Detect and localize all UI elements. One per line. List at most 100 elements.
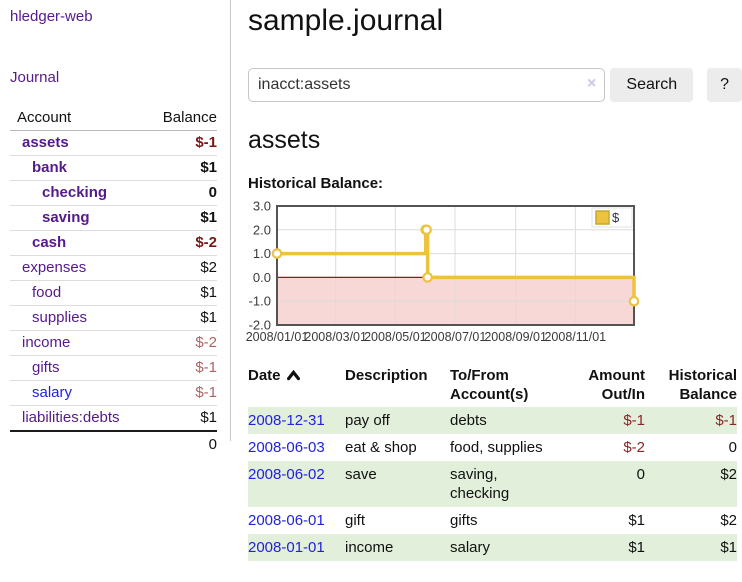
account-row: supplies $1 (10, 305, 217, 331)
transaction-date-link[interactable]: 2008-01-01 (248, 539, 325, 556)
column-header-amount: Amount Out/In (588, 367, 645, 403)
account-row: gifts $-1 (10, 355, 217, 381)
transaction-accounts: salary (450, 539, 491, 556)
y-tick-label: 2.0 (253, 222, 271, 237)
register-row: 2008-12-31 pay off debts $-1 $-1 (248, 407, 737, 434)
transaction-date-link[interactable]: 2008-06-02 (248, 466, 325, 483)
transaction-date-link[interactable]: 2008-12-31 (248, 412, 325, 429)
data-point-marker (628, 295, 640, 307)
x-tick-label: 2008/05/01 (364, 330, 427, 344)
historical-balance-chart: 3.0 2.0 1.0 0.0 -1.0 -2.0 2008/01/01 2008/03/01… (245, 199, 742, 347)
account-link[interactable]: income (22, 334, 71, 351)
account-link[interactable]: liabilities:debts (22, 409, 120, 426)
account-balance: $1 (148, 155, 217, 181)
transaction-description: eat & shop (345, 439, 417, 456)
y-tick-label: -2.0 (249, 318, 271, 333)
y-tick-label: 0.0 (253, 270, 271, 285)
y-tick-label: -1.0 (249, 294, 271, 309)
account-balance: $1 (148, 205, 217, 231)
account-heading: assets (248, 126, 321, 154)
account-balances-table: Account Balance assets $-1 bank $1 checking 0… (10, 106, 217, 457)
transaction-accounts: food, supplies (450, 439, 543, 456)
page-title: sample.journal (248, 4, 444, 37)
account-total-row: 0 (10, 430, 217, 457)
y-tick-label: 3.0 (253, 199, 271, 214)
main-content: sample.journal × Search ? assets Histori… (245, 0, 742, 561)
account-balance: $-2 (148, 230, 217, 256)
clear-search-icon[interactable]: × (587, 75, 597, 92)
account-column-header: Account (10, 106, 149, 131)
legend-swatch (595, 210, 610, 225)
transaction-description: gift (345, 512, 366, 529)
account-link[interactable]: salary (32, 384, 73, 401)
data-point-marker (421, 224, 432, 236)
column-header-accounts: To/From Account(s) (450, 367, 529, 403)
account-balance: $1 (148, 305, 217, 331)
account-link[interactable]: bank (32, 159, 68, 176)
account-row: saving $1 (10, 205, 217, 231)
account-balance: $1 (148, 280, 217, 306)
account-row: salary $-1 (10, 380, 217, 406)
transaction-description: save (345, 466, 377, 483)
x-tick-label: 2008/11/01 (544, 330, 606, 344)
account-row: checking 0 (10, 180, 217, 206)
x-tick-label: 2008/09/01 (484, 330, 547, 344)
transaction-description: income (345, 539, 394, 556)
account-link[interactable]: saving (42, 209, 90, 226)
register-row: 2008-06-02 save saving, checking 0 $2 (248, 461, 737, 507)
account-total-balance: 0 (10, 430, 217, 457)
chart-title: Historical Balance: (248, 175, 384, 192)
transaction-accounts: gifts (450, 512, 478, 529)
register-row: 2008-01-01 income salary $1 $1 (248, 534, 737, 561)
balance-chart-svg: 3.0 2.0 1.0 0.0 -1.0 -2.02008/01/012008/03/01… (246, 199, 640, 344)
x-tick-label: 2008/07/01 (424, 330, 487, 344)
account-balance: 0 (148, 180, 217, 206)
register-row: 2008-06-03 eat & shop food, supplies $-2 0 (248, 434, 737, 461)
account-balance: $2 (148, 255, 217, 281)
transaction-accounts: debts (450, 412, 487, 429)
transaction-date-link[interactable]: 2008-06-03 (248, 439, 325, 456)
account-link[interactable]: cash (32, 234, 67, 251)
search-form: × Search ? (248, 68, 742, 102)
account-row: assets $-1 (10, 130, 217, 156)
register-row: 2008-06-01 gift gifts $1 $2 (248, 507, 737, 534)
account-balance: $1 (148, 405, 217, 432)
balance-column-header: Balance (148, 106, 217, 131)
sidebar-item-journal[interactable]: Journal (10, 69, 60, 86)
account-link[interactable]: assets (22, 134, 69, 151)
help-button[interactable]: ? (707, 68, 742, 102)
account-row: income $-2 (10, 330, 217, 356)
account-row: cash $-2 (10, 230, 217, 256)
data-point-marker (271, 248, 283, 259)
column-header-date[interactable]: Date (248, 363, 345, 407)
transaction-description: pay off (345, 412, 390, 429)
account-row: food $1 (10, 280, 217, 306)
plot-border (276, 205, 635, 326)
transaction-accounts: saving, checking (450, 466, 510, 502)
column-header-balance: Historical Balance (668, 367, 737, 403)
transaction-balance: $2 (720, 466, 737, 483)
sidebar: hledger-web Journal Account Balance asse… (0, 0, 231, 457)
transaction-date-link[interactable]: 2008-06-01 (248, 512, 325, 529)
search-input[interactable] (248, 68, 606, 102)
data-point-marker (422, 272, 433, 283)
register-table: Date Description To/From Account(s) Amount Ou… (248, 363, 737, 561)
account-link[interactable]: gifts (32, 359, 60, 376)
sort-asc-icon (286, 369, 300, 381)
account-link[interactable]: expenses (22, 259, 87, 276)
account-balance: $-1 (148, 130, 217, 156)
account-row: liabilities:debts $1 (10, 405, 217, 432)
search-button[interactable]: Search (610, 68, 694, 102)
app-title-link[interactable]: hledger-web (10, 8, 93, 25)
account-link[interactable]: food (32, 284, 62, 301)
y-tick-label: 1.0 (253, 246, 271, 261)
x-tick-label: 2008/01/01 (246, 330, 309, 344)
x-tick-label: 2008/03/01 (304, 330, 367, 344)
account-link[interactable]: checking (42, 184, 108, 201)
legend-label: $ (612, 210, 620, 225)
transaction-balance: $-1 (715, 412, 737, 429)
account-row: bank $1 (10, 155, 217, 181)
account-link[interactable]: supplies (32, 309, 88, 326)
search-input-wrap: × (248, 68, 606, 102)
